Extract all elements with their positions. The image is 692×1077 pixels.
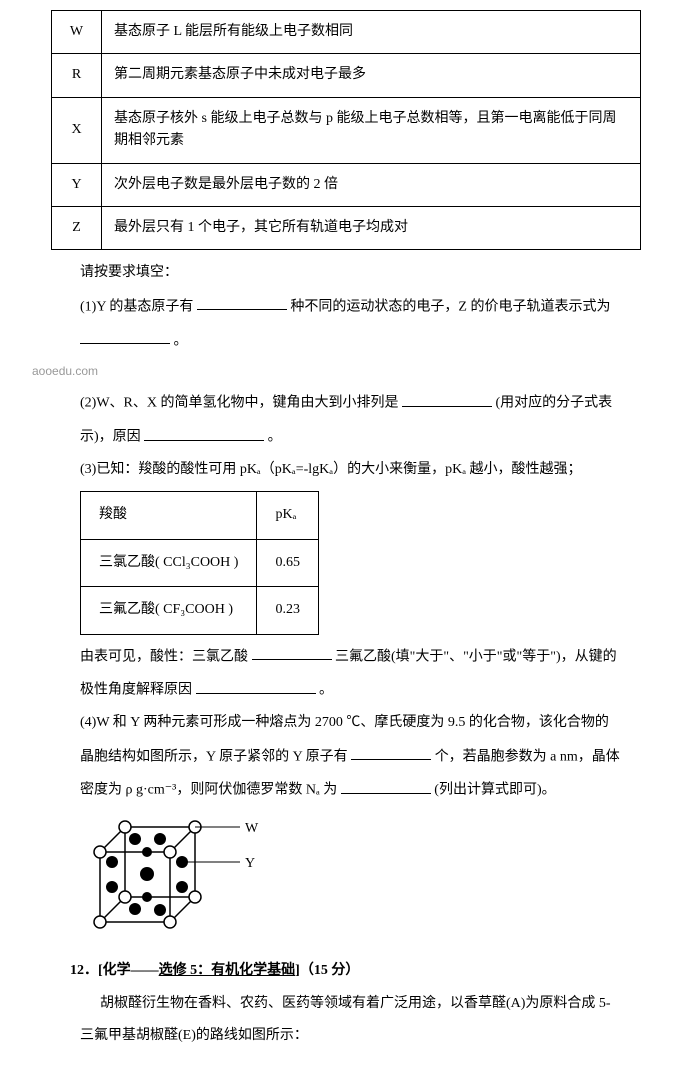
q3-text-b: 三氟乙酸(填"大于"、"小于"或"等于")，从键的 [335,649,617,664]
q12-title-c: ]（15 分） [295,963,359,978]
element-desc: 基态原子 L 能层所有能级上电子数相同 [102,11,641,54]
table-cell: 三氟乙酸( CF₃COOH ) [81,587,257,634]
fill-prompt: 请按要求填空： [80,262,620,284]
crystal-label-w: W [245,821,259,836]
element-symbol: Z [52,206,102,249]
elements-table: W基态原子 L 能层所有能级上电子数相同R第二周期元素基态原子中未成对电子最多X… [51,10,641,250]
q2-text-a: (2)W、R、X 的简单氢化物中，键角由大到小排列是 [80,396,399,411]
blank [341,778,431,793]
q3-text-d: 。 [319,683,333,698]
question-1-line2: 。 [80,329,620,353]
question-4-line1: (4)W 和 Y 两种元素可形成一种熔点为 2700 ℃、摩氏硬度为 9.5 的… [80,712,620,734]
q2-text-b: (用对应的分子式表 [496,396,613,411]
table-row: 三氟乙酸( CF₃COOH )0.23 [81,587,319,634]
q12-title: 12．[化学——选修 5：有机化学基础]（15 分） [70,960,662,982]
table-row: 三氯乙酸( CCl₃COOH )0.65 [81,539,319,586]
table-row: W基态原子 L 能层所有能级上电子数相同 [52,11,641,54]
q12-title-a: 12．[化学—— [70,963,159,978]
q2-text-d: 。 [268,430,282,445]
element-symbol: Y [52,163,102,206]
table-row: Y次外层电子数是最外层电子数的 2 倍 [52,163,641,206]
question-4-line3: 密度为 ρ g·cm⁻³，则阿伏伽德罗常数 Nₐ 为 (列出计算式即可)。 [80,778,620,802]
blank [402,391,492,406]
table-row: 羧酸pKₐ [81,492,319,539]
table-row: Z最外层只有 1 个电子，其它所有轨道电子均成对 [52,206,641,249]
table-header-cell: 羧酸 [81,492,257,539]
element-symbol: W [52,11,102,54]
table-row: X基态原子核外 s 能级上电子总数与 p 能级上电子总数相等，且第一电离能低于同… [52,97,641,163]
crystal-label-y: Y [245,856,255,871]
question-4-line2: 晶胞结构如图所示，Y 原子紧邻的 Y 原子有 个，若晶胞参数为 a nm，晶体 [80,745,620,769]
table-header-cell: pKₐ [257,492,319,539]
q1-text-b: 种不同的运动状态的电子，Z 的价电子轨道表示式为 [290,299,610,314]
q4-text-c: 个，若晶胞参数为 a nm，晶体 [435,749,620,764]
q4-text-d: 密度为 ρ g·cm⁻³，则阿伏伽德罗常数 Nₐ 为 [80,783,337,798]
q12-body-a: 胡椒醛衍生物在香料、农药、医药等领域有着广泛用途，以香草醛(A)为原料合成 5- [100,993,620,1015]
element-symbol: X [52,97,102,163]
blank [196,678,316,693]
pka-table: 羧酸pKₐ三氯乙酸( CCl₃COOH )0.65三氟乙酸( CF₃COOH )… [80,491,319,634]
q1-text-a: (1)Y 的基态原子有 [80,299,193,314]
element-symbol: R [52,54,102,97]
q4-text-b: 晶胞结构如图所示，Y 原子紧邻的 Y 原子有 [80,749,348,764]
crystal-diagram: W Y [80,812,662,942]
question-3b: 极性角度解释原因 。 [80,678,620,702]
blank [144,425,264,440]
blank [252,645,332,660]
q2-text-c: 示)，原因 [80,430,141,445]
element-desc: 第二周期元素基态原子中未成对电子最多 [102,54,641,97]
table-cell: 0.23 [257,587,319,634]
question-1: (1)Y 的基态原子有 种不同的运动状态的电子，Z 的价电子轨道表示式为 [80,295,620,319]
q12-body-b: 三氟甲基胡椒醛(E)的路线如图所示： [80,1025,620,1047]
question-3a: 由表可见，酸性：三氯乙酸 三氟乙酸(填"大于"、"小于"或"等于")，从键的 [80,645,620,669]
element-desc: 基态原子核外 s 能级上电子总数与 p 能级上电子总数相等，且第一电离能低于同周… [102,97,641,163]
table-row: R第二周期元素基态原子中未成对电子最多 [52,54,641,97]
element-desc: 最外层只有 1 个电子，其它所有轨道电子均成对 [102,206,641,249]
element-desc: 次外层电子数是最外层电子数的 2 倍 [102,163,641,206]
q1-text-c: 。 [174,333,188,348]
watermark: aooedu.com [32,362,662,381]
question-2-line2: 示)，原因 。 [80,425,620,449]
question-2: (2)W、R、X 的简单氢化物中，键角由大到小排列是 (用对应的分子式表 [80,391,620,415]
q12-title-b: 选修 5：有机化学基础 [159,963,296,978]
table-cell: 0.65 [257,539,319,586]
blank [351,745,431,760]
question-3-intro: (3)已知：羧酸的酸性可用 pKₐ（pKₐ=-lgKₐ）的大小来衡量，pKₐ 越… [80,459,620,481]
blank [80,329,170,344]
crystal-svg: W Y [80,812,280,942]
blank [197,295,287,310]
q3-text-a: 由表可见，酸性：三氯乙酸 [80,649,248,664]
q4-text-e: (列出计算式即可)。 [434,783,555,798]
table-cell: 三氯乙酸( CCl₃COOH ) [81,539,257,586]
q3-text-c: 极性角度解释原因 [80,683,192,698]
